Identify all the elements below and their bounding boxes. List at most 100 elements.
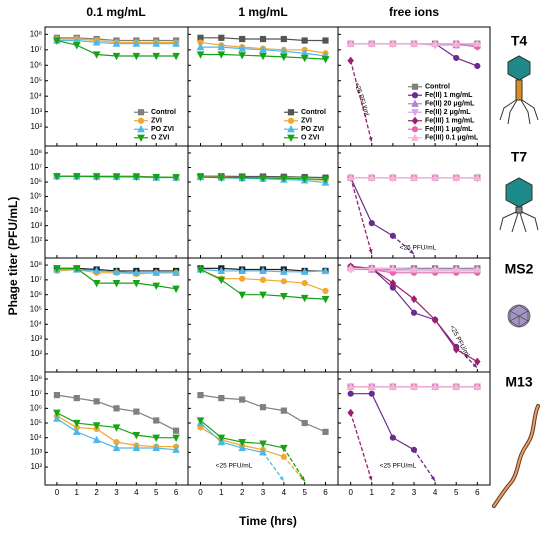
point bbox=[132, 52, 141, 61]
point bbox=[196, 266, 205, 274]
x-tick-label: 1 bbox=[370, 488, 375, 497]
y-tick-label: 10⁷ bbox=[30, 45, 42, 54]
point bbox=[92, 51, 101, 59]
annotation: <25 PFU/mL bbox=[216, 463, 253, 470]
arrow-head bbox=[368, 137, 373, 142]
x-tick-label: 1 bbox=[219, 488, 224, 497]
legend-label: Fe(II) 2 μg/mL bbox=[425, 109, 471, 116]
point bbox=[322, 37, 329, 44]
series-line bbox=[350, 265, 457, 348]
point bbox=[389, 382, 397, 390]
point bbox=[92, 173, 101, 181]
point bbox=[280, 53, 288, 62]
point bbox=[152, 443, 161, 452]
y-tick-label: 10⁵ bbox=[30, 76, 42, 85]
point bbox=[196, 173, 205, 182]
point bbox=[259, 404, 267, 411]
arrow-head bbox=[409, 249, 414, 254]
point bbox=[172, 445, 180, 453]
point bbox=[389, 232, 396, 239]
y-tick-label: 10² bbox=[30, 122, 42, 131]
point bbox=[172, 174, 180, 182]
y-tick-label: 10² bbox=[30, 235, 42, 244]
y-tick-label: 10⁵ bbox=[30, 192, 42, 201]
below-limit-arrow bbox=[392, 235, 415, 255]
point bbox=[347, 390, 354, 397]
legend-marker bbox=[287, 109, 295, 116]
legend-label: Fe(III) 1 mg/mL bbox=[425, 118, 475, 125]
point bbox=[367, 39, 376, 47]
point bbox=[346, 264, 355, 272]
panel: 10² 10³ 10⁴ 10⁵ 10⁶ 10⁷ 10⁸ 0 1 2 3 4 5 6 bbox=[30, 371, 189, 497]
point bbox=[132, 443, 141, 452]
plot-frame bbox=[187, 145, 339, 259]
point bbox=[452, 345, 460, 354]
point bbox=[431, 382, 439, 390]
point bbox=[132, 173, 141, 182]
x-tick-label: 3 bbox=[114, 488, 119, 497]
point bbox=[113, 405, 120, 412]
y-tick-label: 10⁸ bbox=[30, 29, 42, 38]
point bbox=[410, 295, 418, 304]
point bbox=[238, 52, 246, 60]
point bbox=[431, 39, 439, 47]
point bbox=[112, 280, 121, 288]
y-tick-label: 10⁸ bbox=[30, 148, 42, 157]
point bbox=[259, 266, 267, 275]
x-tick-label: 5 bbox=[302, 488, 307, 497]
point bbox=[217, 174, 226, 182]
y-tick-label: 10⁸ bbox=[30, 374, 42, 383]
arrow-head bbox=[368, 476, 373, 481]
row-label: T4 bbox=[511, 33, 528, 49]
legend-marker bbox=[411, 116, 419, 125]
point bbox=[431, 315, 439, 324]
point bbox=[301, 419, 308, 427]
panel: 0 1 2 3 4 5 6 <25 PFU/mL bbox=[337, 371, 491, 497]
x-tick-label: 5 bbox=[454, 488, 459, 497]
y-tick-label: 10⁶ bbox=[30, 60, 42, 69]
point bbox=[368, 220, 375, 227]
series-line bbox=[350, 177, 394, 237]
point bbox=[259, 35, 267, 43]
annotation: <25 PFU/mL bbox=[380, 463, 417, 470]
point bbox=[410, 265, 418, 273]
point bbox=[53, 409, 61, 418]
legend-label: Fe(II) 1 mg/mL bbox=[425, 92, 473, 99]
below-limit-arrow bbox=[350, 60, 373, 143]
column-title: 1 mg/mL bbox=[238, 5, 287, 19]
legend-label: Control bbox=[425, 84, 450, 91]
point bbox=[172, 52, 180, 61]
plot-frame bbox=[337, 145, 491, 259]
point bbox=[321, 56, 330, 64]
point bbox=[473, 39, 482, 47]
x-tick-label: 2 bbox=[94, 488, 99, 497]
y-tick-label: 10² bbox=[30, 349, 42, 358]
point bbox=[239, 35, 246, 43]
point bbox=[452, 382, 461, 390]
legend-label: PO ZVI bbox=[151, 126, 174, 133]
point bbox=[73, 394, 80, 402]
y-tick-label: 10³ bbox=[30, 221, 42, 230]
y-tick-label: 10⁴ bbox=[30, 319, 43, 328]
point bbox=[132, 39, 141, 47]
legend-label: ZVI bbox=[151, 118, 162, 125]
panel bbox=[187, 257, 339, 373]
point bbox=[218, 394, 225, 402]
point bbox=[473, 382, 482, 390]
point bbox=[112, 424, 121, 432]
point bbox=[473, 265, 482, 273]
legend-marker bbox=[411, 99, 419, 107]
point bbox=[301, 37, 308, 44]
x-tick-label: 2 bbox=[240, 488, 245, 497]
point bbox=[322, 428, 329, 435]
point bbox=[367, 382, 376, 390]
x-tick-label: 6 bbox=[323, 488, 328, 497]
legend-marker bbox=[411, 109, 419, 117]
point bbox=[452, 39, 461, 47]
point bbox=[280, 35, 287, 43]
below-limit-arrow bbox=[283, 447, 306, 482]
point bbox=[92, 38, 101, 46]
